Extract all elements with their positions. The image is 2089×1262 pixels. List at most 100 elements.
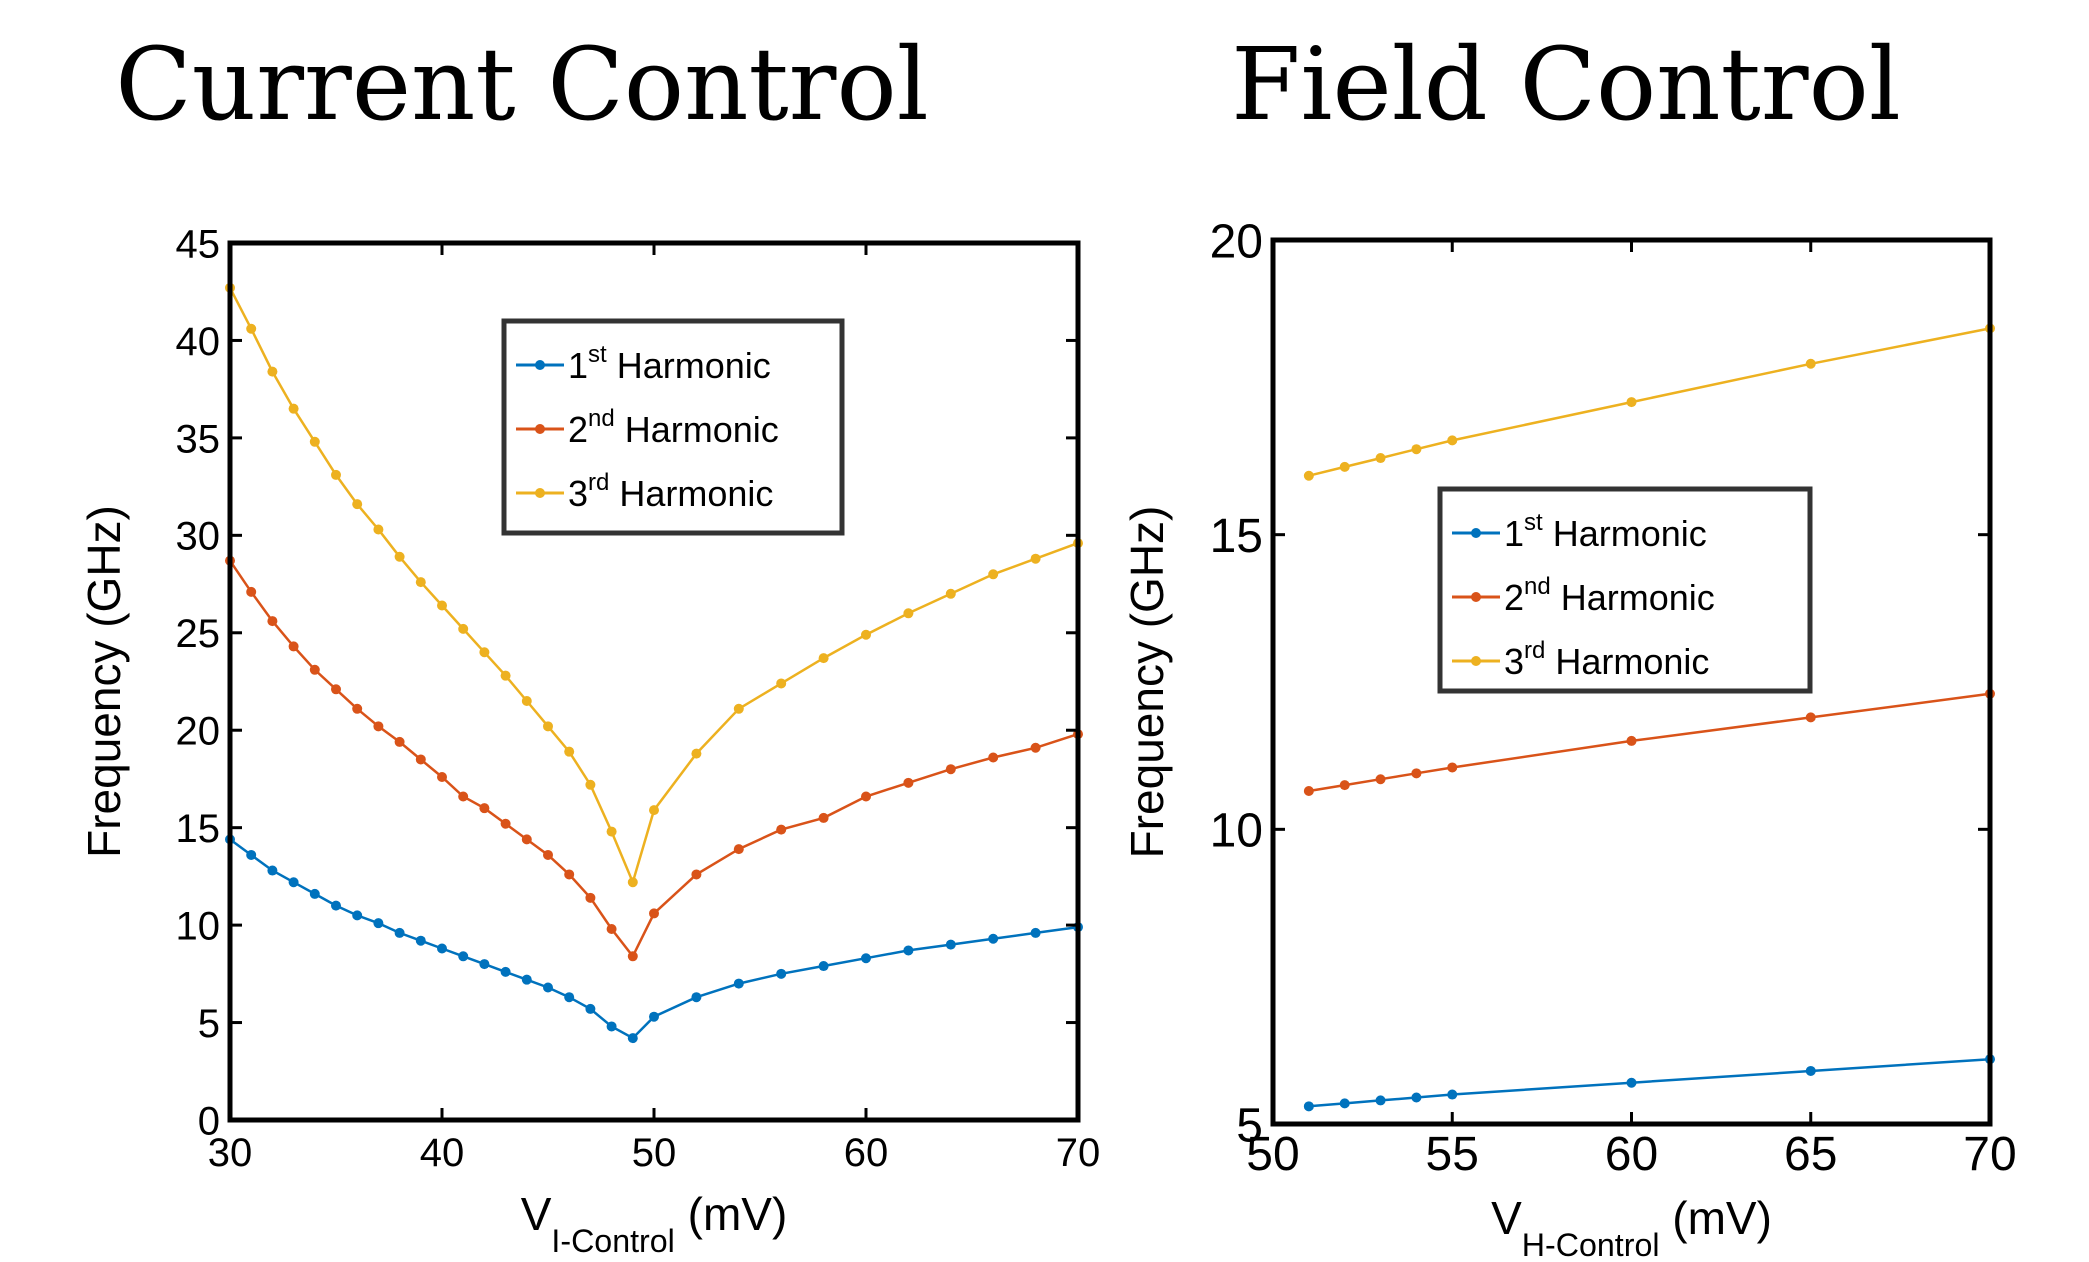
- data-point: [861, 953, 871, 964]
- data-point: [1339, 461, 1350, 472]
- y-tick-label: 25: [176, 612, 221, 656]
- data-point: [267, 865, 278, 876]
- data-point: [1805, 358, 1816, 369]
- y-axis-label: Frequency (GHz): [1121, 506, 1173, 859]
- data-point: [521, 834, 532, 845]
- data-point: [606, 826, 617, 837]
- x-axis-label: VH-Control (mV): [1491, 1192, 1772, 1262]
- data-point: [564, 992, 575, 1003]
- field-control-chart: 50 55 60 65 70 5 10 15 20 Frequency (GHz) VH-Contr…: [1121, 215, 2017, 1262]
- x-tick-label: 70: [1056, 1131, 1101, 1175]
- data-point: [649, 1011, 659, 1022]
- data-point: [691, 869, 702, 880]
- data-point: [585, 1003, 596, 1014]
- data-point: [373, 918, 384, 929]
- data-point: [394, 736, 405, 747]
- data-point: [945, 939, 956, 950]
- data-point: [1447, 762, 1458, 773]
- data-point: [331, 684, 341, 695]
- y-tick-label: 45: [176, 222, 221, 266]
- axes-box: [227, 240, 1081, 1123]
- data-point: [903, 777, 914, 788]
- data-point: [479, 647, 490, 658]
- data-point: [352, 910, 363, 921]
- data-point: [521, 695, 532, 706]
- data-point: [861, 791, 871, 802]
- data-point: [394, 927, 405, 938]
- series-line-1: [1308, 1057, 1991, 1108]
- data-point: [649, 805, 659, 816]
- data-point: [627, 1033, 638, 1044]
- legend-marker: [535, 360, 545, 370]
- data-point: [606, 924, 617, 935]
- data-point: [1626, 1077, 1637, 1088]
- data-point: [903, 945, 914, 956]
- legend-label: 2nd Harmonic: [568, 405, 779, 450]
- x-tick-label: 50: [632, 1131, 677, 1175]
- data-point: [415, 754, 426, 765]
- data-point: [1805, 712, 1816, 723]
- data-point: [437, 771, 447, 782]
- data-point: [1303, 470, 1314, 481]
- data-point: [309, 436, 320, 447]
- y-tick-label: 20: [176, 710, 221, 754]
- legend-marker: [1471, 656, 1481, 666]
- data-point: [373, 721, 384, 732]
- x-tick-label: 30: [208, 1131, 253, 1175]
- y-tick-label: 0: [198, 1099, 220, 1143]
- data-point: [373, 524, 384, 535]
- data-point: [1375, 1095, 1386, 1106]
- data-point: [1626, 397, 1637, 408]
- data-point: [1375, 453, 1386, 464]
- legend-box: [1437, 486, 1813, 694]
- series-line-3: [1308, 327, 1991, 477]
- data-point: [415, 577, 426, 588]
- data-point: [500, 966, 511, 977]
- data-point: [1411, 768, 1422, 779]
- y-axis-label: Frequency (GHz): [78, 505, 130, 858]
- y-tick-label: 10: [1210, 805, 1263, 858]
- data-point: [246, 323, 257, 334]
- data-point: [352, 703, 363, 714]
- data-point: [479, 803, 490, 814]
- data-point: [564, 746, 575, 757]
- x-tick-label: 50: [1246, 1128, 1299, 1181]
- data-point: [246, 586, 257, 597]
- axes-box: [1270, 237, 1993, 1127]
- data-point: [288, 877, 299, 888]
- x-tick-label: 55: [1426, 1128, 1479, 1181]
- data-point: [818, 653, 829, 664]
- data-point: [437, 943, 447, 954]
- data-point: [988, 569, 999, 580]
- data-point: [585, 779, 596, 790]
- x-tick-label: 65: [1784, 1128, 1837, 1181]
- data-point: [691, 992, 702, 1003]
- y-tick-label: 15: [176, 807, 221, 851]
- data-point: [458, 623, 469, 634]
- data-point: [309, 888, 320, 899]
- legend-marker: [1471, 592, 1481, 602]
- data-point: [1030, 927, 1041, 938]
- data-point: [352, 499, 363, 510]
- data-point: [733, 703, 744, 714]
- data-point: [585, 892, 596, 903]
- y-tick-label: 10: [176, 905, 221, 949]
- legend-label: 1st Harmonic: [568, 341, 771, 386]
- y-tick-label: 30: [176, 515, 221, 559]
- y-tick-label: 5: [1236, 1099, 1263, 1152]
- data-point: [861, 629, 871, 640]
- legend-marker: [535, 488, 545, 498]
- x-tick-label: 70: [1963, 1128, 2016, 1181]
- data-point: [564, 869, 575, 880]
- data-point: [267, 616, 278, 627]
- data-point: [776, 968, 787, 979]
- data-point: [627, 951, 638, 962]
- x-tick-label: 60: [844, 1131, 889, 1175]
- data-point: [818, 812, 829, 823]
- data-point: [543, 849, 553, 860]
- data-point: [776, 824, 787, 835]
- legend-label: 1st Harmonic: [1504, 509, 1707, 554]
- data-point: [309, 664, 320, 675]
- data-point: [394, 551, 405, 562]
- y-tick-label: 20: [1210, 215, 1263, 268]
